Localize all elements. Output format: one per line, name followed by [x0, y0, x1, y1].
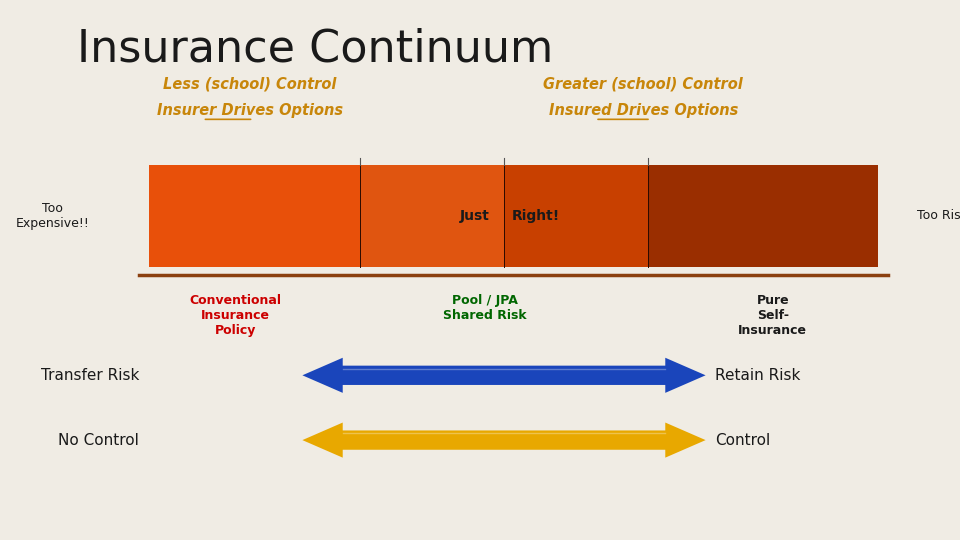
- Text: Less (school) Control: Less (school) Control: [163, 76, 336, 91]
- Text: Greater (school) Control: Greater (school) Control: [543, 76, 743, 91]
- Text: Too Risky!!: Too Risky!!: [917, 210, 960, 222]
- Text: Pure
Self-
Insurance: Pure Self- Insurance: [738, 294, 807, 338]
- Bar: [504, 165, 648, 267]
- Text: Insurer Drives Options: Insurer Drives Options: [156, 103, 343, 118]
- Polygon shape: [302, 422, 706, 458]
- Text: No Control: No Control: [59, 433, 139, 448]
- Text: Control: Control: [715, 433, 771, 448]
- Bar: [648, 165, 878, 267]
- Bar: [360, 165, 504, 267]
- Text: Retain Risk: Retain Risk: [715, 368, 801, 383]
- Text: Transfer Risk: Transfer Risk: [41, 368, 139, 383]
- Text: Conventional
Insurance
Policy: Conventional Insurance Policy: [189, 294, 281, 338]
- Text: Pool / JPA
Shared Risk: Pool / JPA Shared Risk: [443, 294, 527, 322]
- Text: Right!: Right!: [512, 209, 560, 223]
- Polygon shape: [302, 357, 706, 393]
- Bar: [149, 165, 360, 267]
- Text: Insured Drives Options: Insured Drives Options: [548, 103, 738, 118]
- Text: Too
Expensive!!: Too Expensive!!: [16, 202, 89, 230]
- Text: Insurance Continuum: Insurance Continuum: [77, 27, 553, 70]
- Text: Just: Just: [460, 209, 490, 223]
